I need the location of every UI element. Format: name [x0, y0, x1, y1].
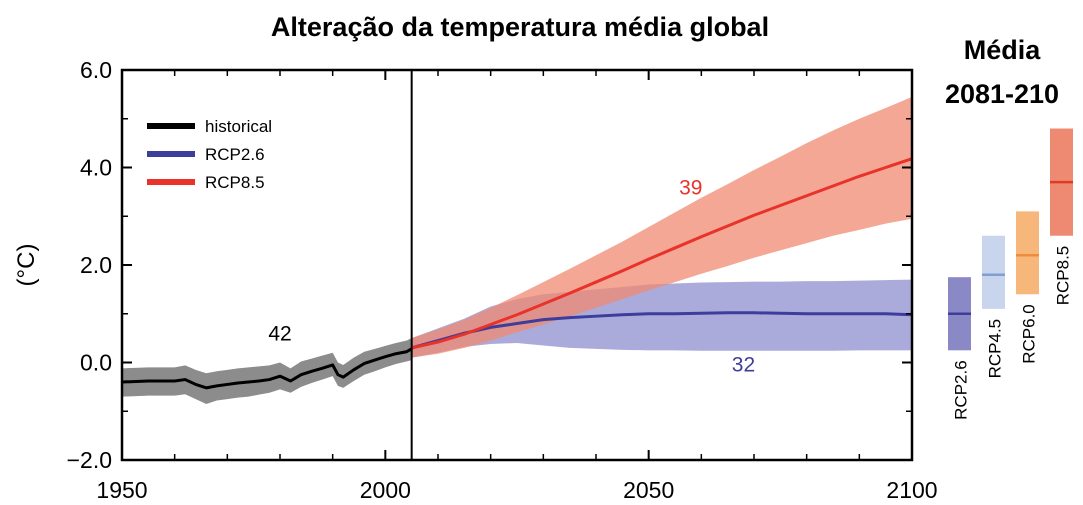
plot-area: −2.0 0.0 2.0 4.0 6.0 1950 2000 2050 2100 42 32 39	[67, 57, 938, 503]
y-tick-label: −2.0	[67, 447, 112, 473]
x-tick-label: 1950	[96, 477, 147, 503]
y-tick-label: 0.0	[80, 350, 112, 376]
band-historical	[122, 338, 412, 404]
legend-label: historical	[205, 117, 272, 136]
range-bar-label: RCP2.6	[952, 360, 971, 420]
y-tick-label: 4.0	[80, 155, 112, 181]
y-axis-label: (°C)	[13, 244, 40, 287]
line-historical	[121, 347, 413, 390]
range-bar-rcp60	[1016, 211, 1039, 295]
side-panel: RCP2.6 RCP4.5 RCP6.0 RCP8.5	[948, 128, 1073, 420]
range-bar-rcp45	[982, 235, 1005, 309]
legend-label: RCP8.5	[205, 173, 265, 192]
y-tick-label: 2.0	[80, 252, 112, 278]
line-rcp26	[411, 311, 913, 350]
line-rcp85	[411, 157, 913, 350]
side-panel-title: Média 2081-210	[944, 35, 1060, 109]
band-rcp85	[411, 96, 912, 358]
legend-label: RCP2.6	[205, 145, 265, 164]
model-count-historical: 42	[268, 323, 291, 346]
legend: historical RCP2.6 RCP8.5	[147, 117, 272, 192]
range-bar-label: RCP8.5	[1054, 246, 1073, 306]
x-tick-label: 2100	[886, 477, 937, 503]
model-count-rcp85: 39	[679, 176, 702, 199]
chart-title: Alteração da temperatura média global	[270, 12, 770, 42]
range-bar-label: RCP4.5	[986, 319, 1005, 379]
model-count-rcp26: 32	[732, 353, 755, 376]
x-tick-label: 2050	[623, 477, 674, 503]
range-bar-label: RCP6.0	[1020, 304, 1039, 364]
x-tick-label: 2000	[360, 477, 411, 503]
y-tick-label: 6.0	[80, 57, 112, 83]
